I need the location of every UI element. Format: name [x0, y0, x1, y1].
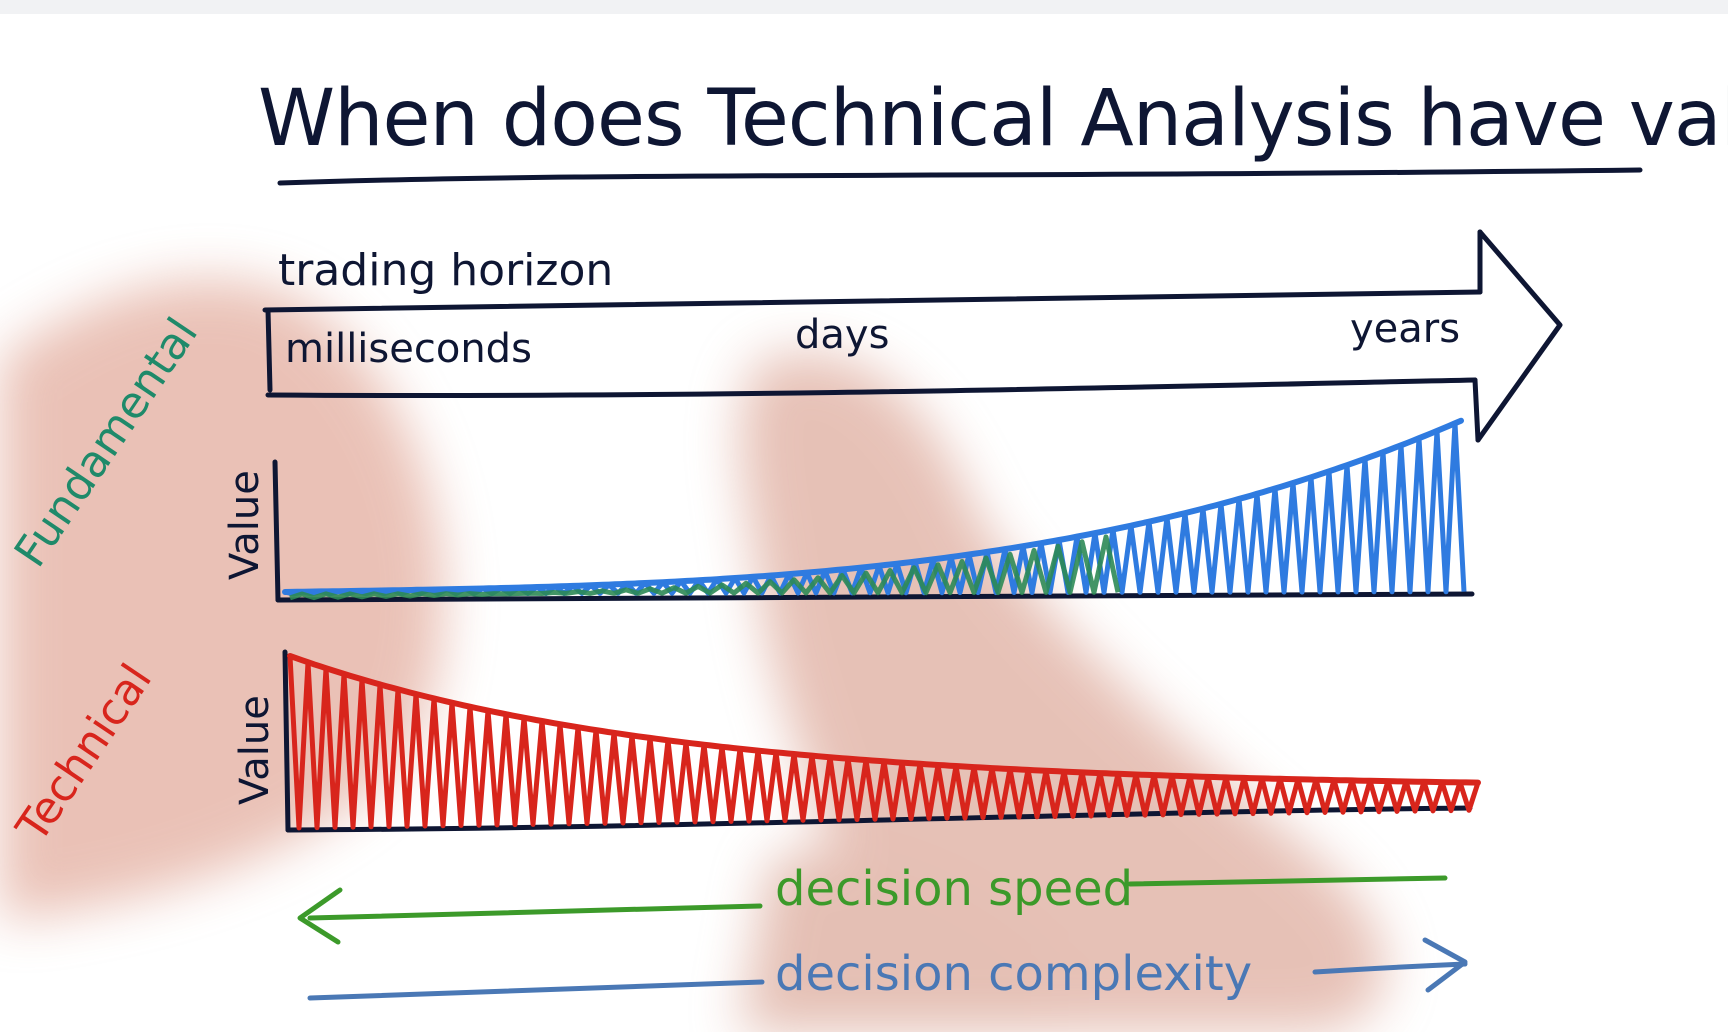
- decision-complexity-arrow: [307, 937, 1468, 1001]
- fundamental-curve: [282, 417, 1467, 601]
- hand-blur: [0, 279, 1386, 1032]
- decision-speed-label: decision speed: [775, 861, 1133, 917]
- technical-curve: [287, 653, 1481, 831]
- tick-milliseconds: milliseconds: [285, 326, 532, 372]
- fundamental-axes: [272, 459, 1475, 603]
- trading-horizon-arrow: [262, 229, 1563, 443]
- title-underline: [277, 167, 1643, 186]
- tick-years: years: [1350, 306, 1460, 352]
- technical-value-label: Value: [232, 695, 278, 805]
- decision-speed-arrow: [297, 875, 1448, 945]
- top-border: [0, 0, 1728, 14]
- fundamental-value-label: Value: [222, 470, 268, 580]
- tick-days: days: [795, 312, 889, 358]
- trading-horizon-label: trading horizon: [278, 245, 613, 296]
- decision-complexity-label: decision complexity: [775, 946, 1252, 1002]
- page-title: When does Technical Analysis have value?: [258, 74, 1728, 164]
